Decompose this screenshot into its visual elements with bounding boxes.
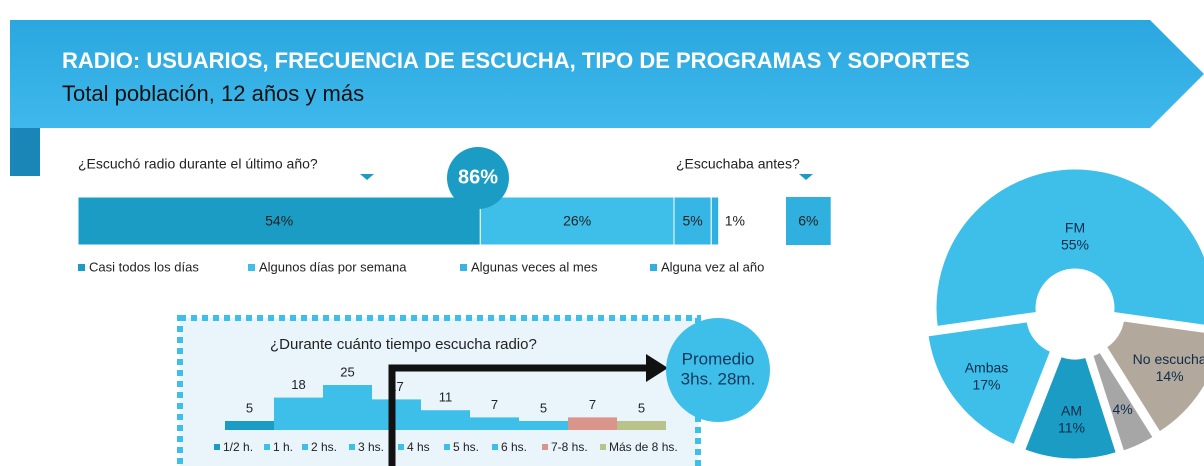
legend-label: Algunos días por semana (259, 259, 407, 274)
slice-value: 55% (1061, 237, 1089, 253)
legend-swatch (542, 444, 548, 450)
header-title: RADIO: USUARIOS, FRECUENCIA DE ESCUCHA, … (62, 48, 970, 73)
donut-slice (1089, 349, 1157, 455)
value-label: 5 (246, 400, 253, 415)
slice-value: 11% (1058, 419, 1085, 435)
header-subtitle: Total población, 12 años y más (62, 81, 364, 106)
value-label: 5 (638, 400, 645, 415)
value-label: 11 (439, 390, 453, 405)
pointer (360, 174, 813, 180)
bar (323, 385, 372, 430)
slice-value: 17% (972, 377, 1000, 393)
value-label: 6% (798, 213, 818, 229)
value-label: 5% (683, 213, 703, 229)
legend-swatch (248, 264, 255, 271)
legend-label: Algunas veces al mes (471, 259, 598, 274)
average-label: 3hs. 28m. (681, 369, 756, 388)
arrow (388, 364, 650, 466)
bar (372, 399, 421, 430)
legend-swatch (444, 444, 450, 450)
legend-swatch (398, 444, 404, 450)
legend-swatch (460, 264, 467, 271)
slice-label: Ambas (965, 360, 1009, 376)
slice-value: 4% (1112, 401, 1132, 417)
bar (225, 421, 274, 430)
bar-segment (673, 196, 712, 246)
bar (568, 417, 617, 430)
header-tab (10, 128, 40, 176)
bar (274, 397, 323, 430)
value-label: 5 (540, 400, 547, 415)
bar-segment (710, 196, 720, 246)
chart-title: ¿Durante cuánto tiempo escucha radio? (270, 336, 537, 353)
bar (421, 410, 470, 430)
average-label: Promedio (682, 349, 755, 368)
legend-swatch (600, 444, 606, 450)
bar (470, 417, 519, 430)
legend-label: Casi todos los días (89, 259, 199, 274)
legend-swatch (78, 264, 85, 271)
legend-label: 2 hs. (311, 440, 337, 454)
value-label: 25 (340, 364, 354, 379)
legend-label: 5 hs. (453, 440, 479, 454)
legend-swatch (349, 444, 355, 450)
slice-label: AM (1061, 402, 1082, 418)
time-box (177, 315, 701, 466)
average-badge (666, 318, 770, 422)
legend-swatch (492, 444, 498, 450)
donut-slice (1103, 318, 1204, 436)
slice-label: FM (1065, 220, 1085, 236)
legend-label: 1/2 h. (223, 440, 253, 454)
value-label: 7 (589, 397, 596, 412)
donut-slice (925, 319, 1054, 448)
legend-label: 1 h. (273, 440, 293, 454)
total-badge (447, 147, 509, 209)
donut-slice (933, 166, 1204, 330)
value-label: 7 (491, 397, 498, 412)
legend-label: 3 hs. (358, 440, 384, 454)
slice-value: 14% (1156, 368, 1184, 384)
legend-label: 4 hs (407, 440, 430, 454)
legend-label: 6 hs. (501, 440, 527, 454)
bar-segment (77, 196, 481, 246)
bar (786, 197, 831, 245)
bar (617, 421, 666, 430)
value-label: 18 (291, 377, 305, 392)
legend-label: 7-8 hs. (551, 440, 588, 454)
total-label: 86% (458, 166, 498, 188)
chart-title: ¿Escuchó radio durante el último año? (78, 156, 318, 172)
legend-swatch (264, 444, 270, 450)
bar (519, 421, 568, 430)
arrow-head (646, 354, 668, 382)
slice-label: No escucha (1133, 351, 1204, 367)
legend-swatch (650, 264, 657, 271)
legend-swatch (214, 444, 220, 450)
chart-title: ¿Escuchaba antes? (676, 156, 800, 172)
legend-label: Alguna vez al año (661, 259, 764, 274)
value-label: 1% (725, 213, 745, 229)
legend-label: Más de 8 hs. (609, 440, 678, 454)
value-label: 54% (265, 213, 293, 229)
value-label: 26% (563, 213, 591, 229)
legend-swatch (302, 444, 308, 450)
donut-slice (1021, 353, 1120, 462)
header-banner (10, 20, 1204, 128)
bar-segment (479, 196, 675, 246)
